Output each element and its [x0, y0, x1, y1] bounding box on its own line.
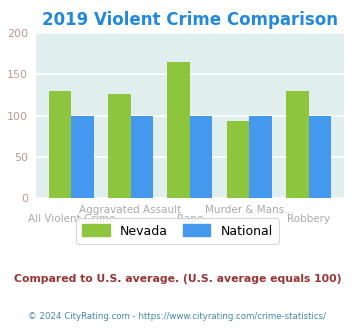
- Text: Aggravated Assault: Aggravated Assault: [80, 205, 182, 215]
- Bar: [167, 62, 190, 198]
- Text: Murder & Mans...: Murder & Mans...: [205, 205, 294, 215]
- Title: 2019 Violent Crime Comparison: 2019 Violent Crime Comparison: [42, 11, 338, 29]
- Bar: [49, 91, 71, 198]
- Bar: [108, 94, 131, 198]
- Text: Robbery: Robbery: [287, 214, 330, 224]
- Legend: Nevada, National: Nevada, National: [76, 218, 279, 244]
- Text: © 2024 CityRating.com - https://www.cityrating.com/crime-statistics/: © 2024 CityRating.com - https://www.city…: [28, 312, 327, 321]
- Bar: [190, 115, 213, 198]
- Bar: [249, 115, 272, 198]
- Text: All Violent Crime: All Violent Crime: [27, 214, 115, 224]
- Text: Rape: Rape: [177, 214, 203, 224]
- Text: Compared to U.S. average. (U.S. average equals 100): Compared to U.S. average. (U.S. average …: [14, 274, 341, 284]
- Bar: [131, 115, 153, 198]
- Bar: [286, 91, 309, 198]
- Bar: [71, 115, 94, 198]
- Bar: [227, 121, 249, 198]
- Bar: [309, 115, 331, 198]
